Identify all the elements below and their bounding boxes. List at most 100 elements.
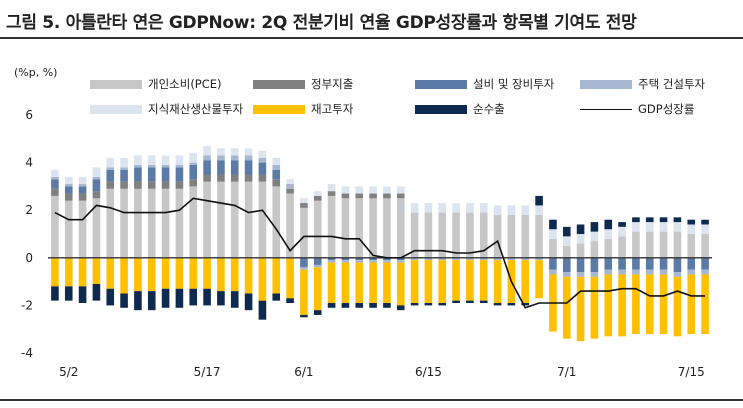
bar-segment-s6 [64, 286, 73, 301]
chart-legend: 개인소비(PCE) 정부지출 설비 및 장비투자 주택 건설투자 지식재산생산물… [90, 76, 740, 126]
bar-segment-s5 [51, 257, 59, 287]
bar-segment-s1 [369, 193, 377, 199]
bar-segment-s3 [203, 155, 211, 161]
bar-segment-s2 [383, 257, 391, 261]
bar-segment-s5 [659, 274, 668, 334]
bar-segment-s2 [189, 164, 198, 180]
legend-label-inventory: 재고투자 [311, 102, 354, 116]
bar-segment-s3 [521, 257, 530, 261]
bar-segment-s2 [258, 162, 267, 175]
legend-line-gdp [580, 108, 632, 110]
bar-segment-s5 [410, 260, 419, 304]
bar-segment-s3 [161, 164, 170, 168]
bar-segment-s3 [286, 184, 294, 189]
bar-segment-s3 [217, 155, 225, 161]
bar-segment-s5 [424, 260, 433, 304]
bar-segment-s6 [217, 291, 225, 306]
bar-segment-s2 [175, 167, 184, 182]
legend-item-gdp: GDP성장률 [580, 101, 694, 117]
bar-segment-s0 [687, 234, 696, 258]
bar-segment-s6 [78, 286, 87, 304]
bar-segment-s3 [701, 269, 709, 275]
bar-segment-s2 [673, 257, 682, 273]
bar-segment-s6 [507, 303, 516, 306]
bar-segment-s3 [134, 164, 142, 168]
bar-segment-s1 [355, 193, 364, 199]
bar-segment-s3 [576, 272, 585, 277]
bar-segment-s3 [645, 269, 654, 275]
bar-segment-s6 [673, 217, 682, 223]
bar-segment-s6 [590, 222, 599, 232]
bar-segment-s1 [258, 174, 267, 182]
bar-segment-s1 [120, 181, 128, 189]
bar-segment-s3 [78, 184, 87, 187]
bar-segment-s4 [64, 176, 73, 185]
bar-segment-s1 [134, 181, 142, 189]
bar-segment-s0 [217, 181, 225, 258]
bar-segment-s4 [120, 157, 128, 168]
bar-segment-s3 [562, 272, 571, 277]
bar-segment-s0 [355, 198, 364, 258]
bar-segment-s3 [258, 157, 267, 163]
bar-segment-s0 [161, 188, 170, 258]
bar-segment-s4 [244, 148, 253, 156]
bar-segment-s5 [341, 262, 350, 304]
bar-segment-s5 [272, 257, 281, 294]
bar-segment-s6 [313, 310, 322, 315]
bar-segment-s4 [396, 186, 405, 194]
bar-segment-s4 [410, 203, 419, 213]
legend-item-government: 정부지출 [253, 76, 353, 92]
bar-segment-s5 [147, 257, 156, 292]
bar-segment-s0 [51, 195, 59, 258]
y-tick-label: 2 [25, 203, 33, 217]
bar-segment-s2 [687, 257, 696, 270]
bar-segment-s3 [64, 184, 73, 187]
bar-segment-s2 [134, 167, 142, 182]
bar-segment-s5 [590, 276, 599, 339]
bar-segment-s6 [452, 300, 460, 304]
bar-segment-s3 [438, 257, 447, 261]
bar-segment-s0 [134, 188, 142, 258]
bar-segment-s4 [134, 155, 142, 165]
bar-segment-s6 [535, 195, 543, 206]
bar-segment-s3 [396, 260, 405, 263]
bar-segment-s0 [410, 212, 419, 258]
bar-segment-s6 [645, 217, 654, 223]
x-tick-label: 7/1 [557, 365, 576, 379]
bar-segment-s4 [521, 205, 530, 215]
bar-segment-s0 [424, 212, 433, 258]
bar-segment-s3 [147, 164, 156, 168]
bar-segment-s4 [272, 157, 281, 165]
bar-segment-s6 [618, 222, 626, 227]
bar-segment-s4 [507, 205, 516, 215]
bar-segment-s4 [258, 150, 267, 158]
bar-segment-s5 [369, 262, 377, 304]
bar-segment-s3 [479, 257, 488, 261]
bar-segment-s6 [438, 303, 447, 306]
bar-segment-s5 [521, 260, 530, 304]
bar-segment-s4 [92, 167, 101, 177]
bar-segment-s3 [369, 260, 377, 263]
y-tick-label: 6 [25, 108, 33, 122]
bar-segment-s1 [327, 191, 336, 196]
bar-segment-s6 [161, 288, 170, 308]
bar-segment-s2 [604, 257, 613, 270]
bar-segment-s3 [327, 260, 336, 263]
bar-segment-s5 [327, 262, 336, 304]
x-tick-label: 5/17 [194, 365, 221, 379]
legend-label-ip: 지식재산생산물투자 [148, 102, 244, 116]
bar-segment-s5 [479, 260, 488, 301]
bar-segment-s0 [300, 207, 308, 258]
bar-segment-s4 [576, 234, 585, 244]
bar-segment-s3 [590, 272, 599, 277]
bar-segment-s6 [687, 219, 696, 225]
bar-segment-s4 [189, 153, 198, 163]
bar-segment-s0 [466, 212, 474, 258]
bar-segment-s0 [369, 198, 377, 258]
bar-segment-s3 [175, 164, 184, 168]
bar-segment-s6 [424, 303, 433, 306]
bar-segment-s4 [313, 191, 322, 196]
bar-segment-s6 [272, 293, 281, 301]
bar-segment-s5 [106, 257, 115, 289]
bar-segment-s2 [217, 160, 225, 175]
